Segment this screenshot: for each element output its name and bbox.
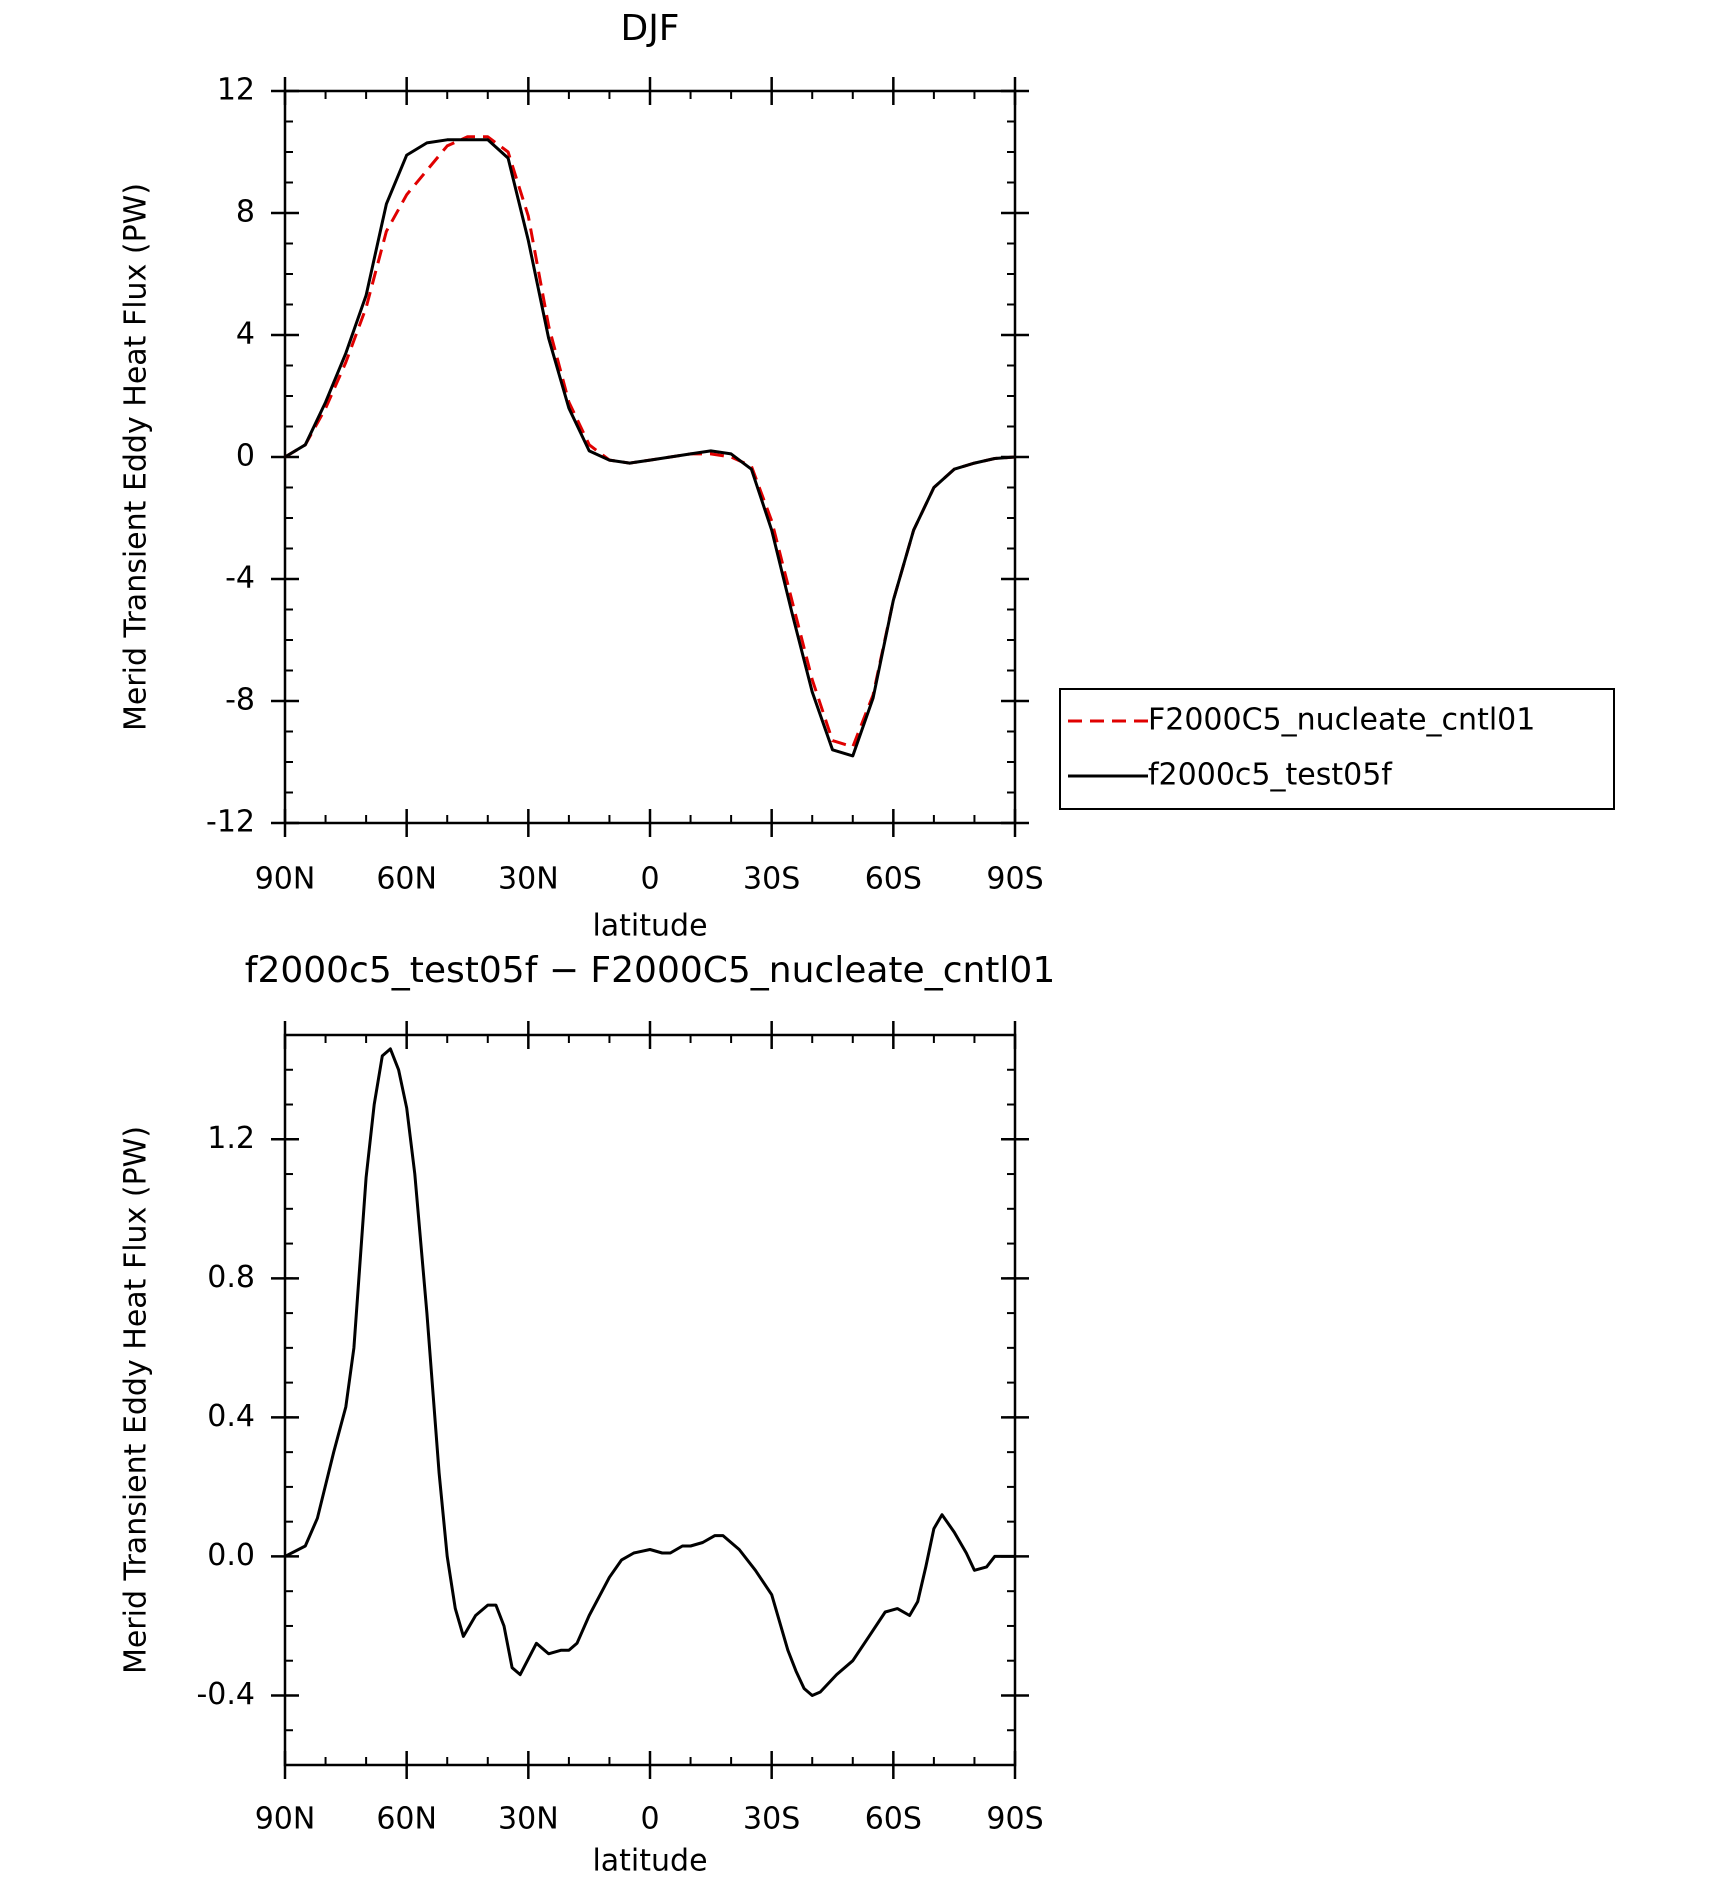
legend: F2000C5_nucleate_cntl01 f2000c5_test05f — [1059, 688, 1615, 810]
x-tick-label: 30N — [498, 1802, 559, 1837]
y-tick-label: 0.4 — [207, 1399, 255, 1434]
chart-title: f2000c5_test05f − F2000C5_nucleate_cntl0… — [245, 950, 1055, 991]
chart-title: DJF — [620, 8, 679, 49]
x-tick-label: 60N — [376, 1802, 437, 1837]
y-tick-label: -8 — [225, 683, 255, 718]
y-axis-label: Merid Transient Eddy Heat Flux (PW) — [119, 1126, 154, 1674]
x-tick-label: 60N — [376, 862, 437, 897]
y-tick-label: 1.2 — [207, 1121, 255, 1156]
x-axis-label: latitude — [592, 1844, 707, 1877]
y-tick-label: -4 — [225, 561, 255, 596]
x-tick-label: 0 — [640, 862, 659, 897]
x-tick-label: 30S — [743, 1802, 800, 1837]
x-axis-label: latitude — [592, 909, 707, 944]
y-tick-label: 0 — [236, 439, 255, 474]
y-tick-label: 12 — [217, 73, 255, 108]
y-tick-label: 8 — [236, 195, 255, 230]
series-line — [284, 138, 1016, 758]
y-tick-label: 4 — [236, 317, 255, 352]
legend-box — [1059, 688, 1615, 810]
y-tick-label: -0.4 — [196, 1677, 255, 1712]
x-tick-label: 60S — [865, 862, 922, 897]
x-tick-label: 60S — [865, 1802, 922, 1837]
legend-label: f2000c5_test05f — [1148, 758, 1393, 793]
x-tick-label: 30S — [743, 862, 800, 897]
y-tick-label: 0.8 — [207, 1260, 255, 1295]
x-tick-label: 30N — [498, 862, 559, 897]
series-line — [284, 135, 1016, 749]
y-tick-label: -12 — [206, 805, 255, 840]
x-tick-label: 90S — [986, 862, 1043, 897]
legend-label: F2000C5_nucleate_cntl01 — [1148, 703, 1535, 738]
plot-frame — [283, 89, 1017, 825]
y-tick-label: 0.0 — [207, 1538, 255, 1573]
x-tick-label: 0 — [640, 1802, 659, 1837]
x-tick-label: 90N — [255, 862, 316, 897]
series-line — [284, 1047, 1015, 1697]
x-tick-label: 90N — [255, 1802, 316, 1837]
y-axis-label: Merid Transient Eddy Heat Flux (PW) — [119, 183, 154, 731]
plot-frame — [283, 1033, 1017, 1767]
x-tick-label: 90S — [986, 1802, 1043, 1837]
